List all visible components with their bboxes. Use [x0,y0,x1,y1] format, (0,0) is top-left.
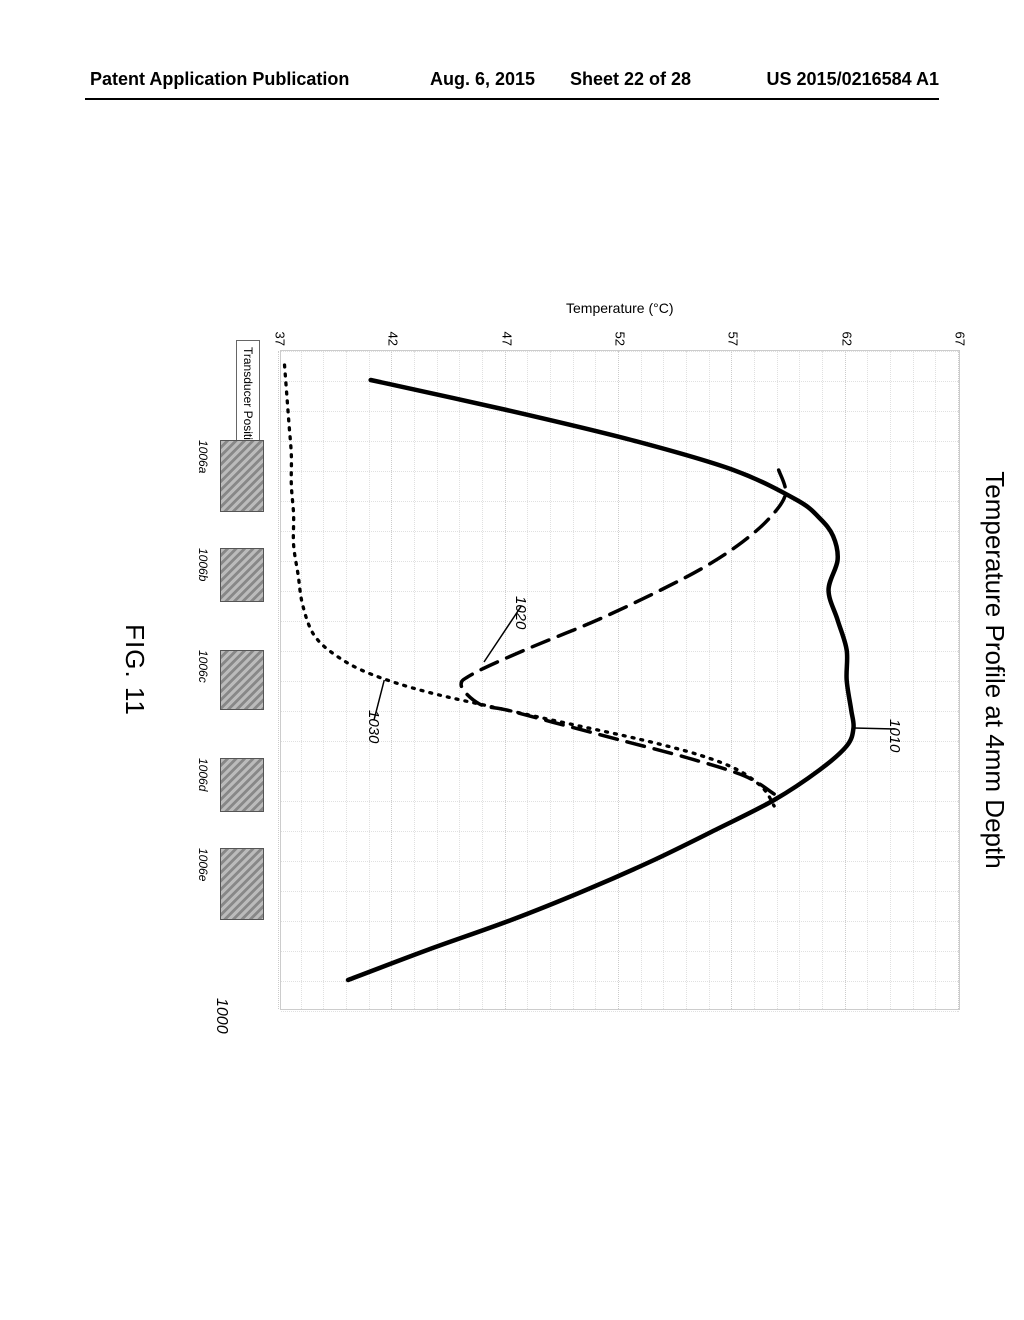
publication-label: Patent Application Publication [90,69,349,90]
transducer-1006a: 1006a [220,440,264,512]
y-tick-label: 57 [726,320,741,346]
series-label-1010: 1010 [886,719,903,752]
figure-rotated: Temperature Profile at 4mm Depth Tempera… [30,280,1010,1060]
series-label-1030: 1030 [365,710,382,743]
transducer-id-label: 1006c [196,650,210,683]
patent-page: Patent Application Publication Aug. 6, 2… [0,0,1024,1320]
y-tick-label: 67 [953,320,968,346]
publication-number: US 2015/0216584 A1 [767,69,939,90]
transducer-1006c: 1006c [220,650,264,710]
transducer-row: Transducer Positions 1006a1006b1006c1006… [210,350,270,1010]
transducer-id-label: 1006d [196,758,210,791]
chart-title: Temperature Profile at 4mm Depth [979,280,1010,1060]
transducer-id-label: 1006a [196,440,210,473]
transducer-1006e: 1006e [220,848,264,920]
publication-date: Aug. 6, 2015 [430,69,535,90]
y-tick-label: 37 [273,320,288,346]
sheet-label: Sheet 22 of 28 [570,69,691,90]
header-rule [85,98,939,100]
y-tick-label: 42 [386,320,401,346]
y-tick-label: 52 [613,320,628,346]
transducer-id-label: 1006b [196,548,210,581]
transducer-id-label: 1006e [196,848,210,881]
y-tick-label: 62 [839,320,854,346]
y-tick-label: 47 [499,320,514,346]
transducer-1006d: 1006d [220,758,264,812]
series-1030 [285,365,775,806]
transducer-1006b: 1006b [220,548,264,602]
chart-svg-overlay [280,350,960,1010]
figure-number: FIG. 11 [119,280,150,1060]
y-axis-label: Temperature (°C) [280,300,960,320]
chart-container: Temperature Profile at 4mm Depth Tempera… [30,280,1010,1060]
series-label-1020: 1020 [512,596,529,629]
series-1020 [461,470,786,794]
